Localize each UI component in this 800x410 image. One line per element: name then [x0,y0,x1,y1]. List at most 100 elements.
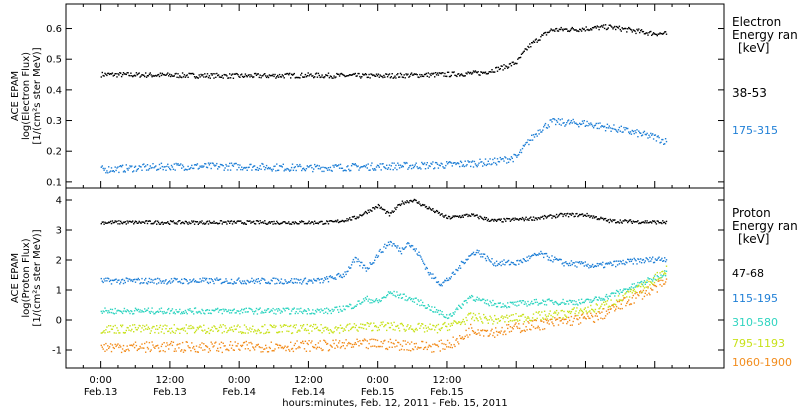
data-point [205,76,207,78]
data-point [157,344,159,347]
data-point [234,73,236,75]
data-point [643,33,646,35]
data-point [401,76,404,78]
data-point [573,29,575,31]
data-point [108,346,111,348]
data-point [646,32,648,34]
data-point [455,321,457,323]
data-point [398,349,401,351]
data-point [648,222,650,224]
data-point [164,222,166,224]
data-point [121,312,124,315]
data-point [599,307,601,309]
data-point [350,327,353,329]
data-point [618,293,621,295]
data-point [620,125,622,127]
data-point [564,261,566,264]
data-point [152,344,154,346]
data-point [659,259,661,261]
data-point [193,220,195,222]
data-point [638,28,640,30]
data-point [634,290,636,293]
data-point [127,72,129,74]
data-point [273,165,275,168]
data-point [392,328,394,331]
data-point [574,315,576,317]
data-point [513,263,515,265]
data-point [476,318,478,320]
data-point [630,288,633,291]
data-point [338,221,341,223]
data-point [265,332,267,334]
data-point [484,71,487,73]
data-point [631,258,633,261]
data-point [142,221,144,223]
data-point [532,216,535,218]
data-point [372,168,374,170]
data-point [347,75,349,77]
data-point [358,72,360,75]
data-point [350,328,352,331]
data-point [435,281,438,283]
data-point [402,248,404,250]
data-point [380,341,382,343]
data-point [102,74,104,77]
data-point [418,347,420,349]
data-point [459,335,461,337]
data-point [450,74,452,77]
data-point [509,319,512,322]
data-point [430,309,432,311]
data-point [454,162,456,164]
data-point [611,292,613,294]
data-point [466,164,468,166]
data-point [332,221,334,223]
data-point [187,308,189,311]
data-point [429,207,431,210]
data-point [248,220,250,222]
data-point [567,212,569,215]
data-point [287,307,289,309]
data-point [384,76,386,78]
data-point [268,221,271,223]
data-point [205,221,208,223]
data-point [295,278,297,280]
data-point [370,164,372,167]
data-point [331,276,333,278]
data-point [514,304,516,306]
data-point [660,259,662,261]
data-point [543,300,545,302]
data-point [353,164,356,166]
data-point [101,280,103,282]
data-point [558,258,561,260]
data-point [227,77,229,79]
data-point [543,256,545,259]
data-point [173,277,175,280]
data-point [556,314,559,316]
data-point [189,167,191,170]
data-point [483,164,486,166]
data-point [605,310,608,312]
data-point [306,313,308,315]
data-point [454,320,456,323]
data-point [355,75,357,77]
data-point [438,340,440,342]
data-point [591,123,593,126]
data-point [221,312,223,315]
data-point [412,199,415,202]
data-point [652,133,654,135]
data-point [463,75,465,77]
data-point [269,347,271,350]
data-point [250,163,252,166]
data-point [342,74,344,76]
data-point [181,311,183,313]
data-point [210,329,212,331]
data-point [647,34,649,36]
data-point [623,288,625,290]
data-point [614,260,616,262]
data-point [106,170,108,172]
data-point [277,74,279,77]
data-point [604,24,607,26]
data-point [111,72,114,74]
data-point [340,167,343,169]
data-point [488,71,490,73]
